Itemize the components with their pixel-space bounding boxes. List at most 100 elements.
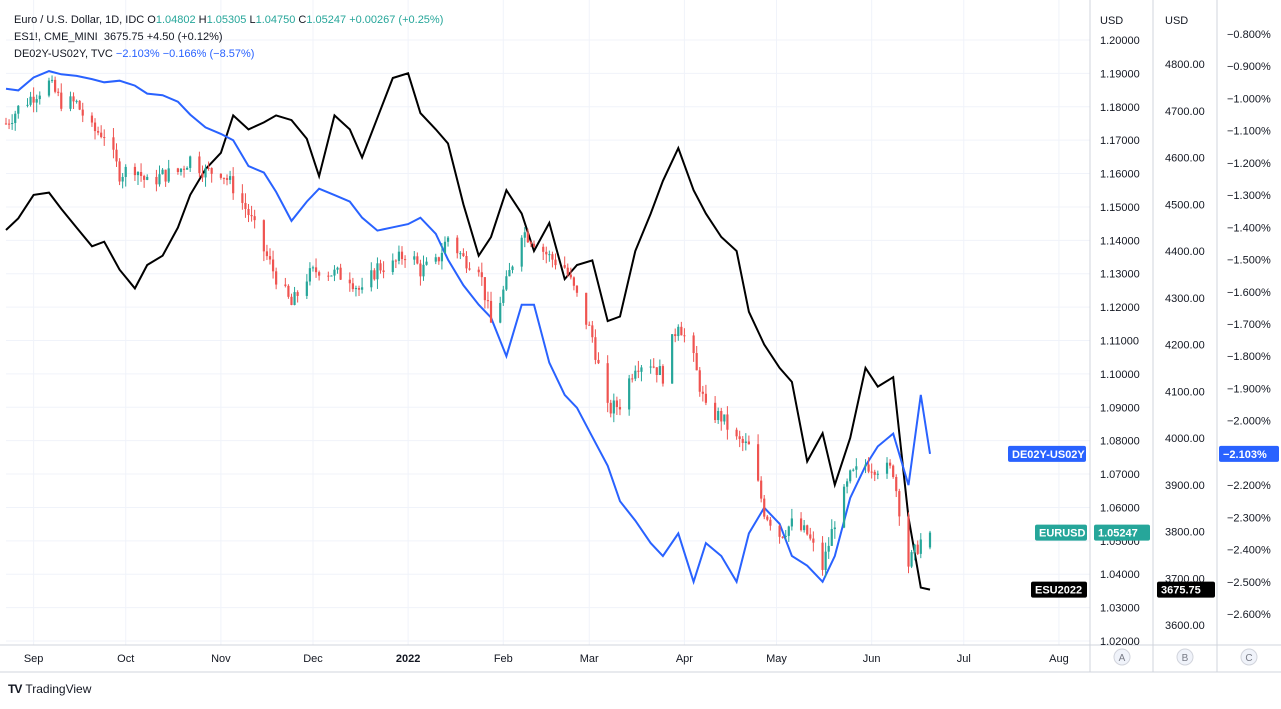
candle <box>618 399 622 416</box>
axis-a-tick-label: 1.16000 <box>1100 169 1140 181</box>
candle-body <box>293 292 296 305</box>
candle <box>760 476 763 503</box>
candle <box>465 251 468 273</box>
candle-body <box>830 529 833 546</box>
candle <box>864 459 867 474</box>
scale-button-b <box>1176 648 1194 666</box>
candle <box>207 161 210 171</box>
axis-b-tick-label: 4100.00 <box>1165 386 1205 398</box>
scale-button-a <box>1113 648 1131 666</box>
candle-body <box>351 283 354 290</box>
candle <box>806 524 809 536</box>
candle-body <box>29 96 32 105</box>
scale-button-label: C <box>1245 653 1252 664</box>
candle-body <box>75 100 78 102</box>
candle <box>919 533 922 559</box>
candle-body <box>827 545 830 552</box>
candle-body <box>554 259 557 266</box>
candle <box>738 430 741 448</box>
axis-a-tick-label: 1.13000 <box>1100 269 1140 281</box>
candle <box>11 114 14 130</box>
candle-body <box>437 257 440 262</box>
axis-c-tick-label: −1.800% <box>1227 351 1271 363</box>
candle-body <box>253 216 256 221</box>
candle <box>532 240 536 248</box>
candle-body <box>189 156 192 168</box>
candle-body <box>569 274 572 278</box>
spread-line-layer <box>5 70 931 586</box>
candle <box>47 77 51 98</box>
candle <box>103 129 106 146</box>
candle-body <box>462 253 465 257</box>
candle-body <box>566 267 569 275</box>
legend-spread-name: DE02Y-US02Y, TVC <box>14 48 113 60</box>
axis-layer: USD USD 1.20000 1.19000 1.18000 1.17000 1.1600… <box>0 0 1281 673</box>
candle-body <box>468 268 471 270</box>
candle <box>293 286 296 306</box>
legend-spread[interactable]: DE02Y-US02Y, TVC −2.103% −0.166% (−8.57%… <box>14 46 443 63</box>
candle-body <box>354 287 358 290</box>
legend-spread-value: −2.103% <box>115 48 160 60</box>
candle <box>554 253 557 270</box>
tradingview-brand[interactable]: TradingView <box>25 682 92 696</box>
spread-line <box>5 70 931 586</box>
candle <box>357 285 361 297</box>
legend-eurusd-l: 1.04750 <box>255 14 296 26</box>
candle-body <box>241 193 244 203</box>
candle-body <box>855 466 858 470</box>
candle-body <box>594 337 597 360</box>
candle <box>287 284 290 299</box>
candle-body <box>339 267 342 280</box>
time-axis-label: Feb <box>494 653 513 665</box>
candle <box>222 177 226 185</box>
candle <box>763 495 766 520</box>
axis-c-tick-label: −0.900% <box>1227 61 1271 73</box>
candle <box>548 250 551 262</box>
axis-c-tick-label: −2.200% <box>1227 480 1271 492</box>
time-axis-label: Mar <box>580 653 599 665</box>
legend-es1[interactable]: ES1!, CME_MINI 3675.75 +4.50 (+0.12%) <box>14 29 443 46</box>
candle <box>787 525 790 542</box>
candle-body <box>327 275 330 277</box>
candle <box>308 262 312 286</box>
candle <box>29 91 32 107</box>
candle-body <box>760 480 763 499</box>
candle <box>339 263 342 280</box>
axis-c-tick-label: −1.900% <box>1227 383 1271 395</box>
candle-body <box>680 326 683 336</box>
candle <box>296 290 299 303</box>
candle <box>520 235 523 272</box>
candle <box>885 457 889 479</box>
candle-body <box>784 535 787 538</box>
candle <box>382 261 385 279</box>
axis-b-tick-label: 4500.00 <box>1165 199 1205 211</box>
time-axis-label: Jul <box>957 653 971 665</box>
candle-body <box>661 366 665 384</box>
candle-body <box>876 473 879 475</box>
candle-body <box>652 366 655 368</box>
candle-body <box>124 166 127 177</box>
tradingview-logo-icon[interactable]: TV <box>8 682 22 696</box>
candle-body <box>17 105 20 114</box>
candle <box>803 519 806 533</box>
candle <box>32 87 35 113</box>
candle-body <box>446 237 450 242</box>
candle-body <box>164 169 167 182</box>
tag-es-name-bg <box>1031 581 1087 598</box>
candle <box>78 99 81 111</box>
legend-eurusd[interactable]: Euro / U.S. Dollar, 1D, IDC O1.04802 H1.… <box>14 12 443 29</box>
candle-body <box>714 402 717 421</box>
axis-a-tick-label: 1.03000 <box>1100 603 1140 615</box>
candle <box>907 512 910 574</box>
es-line <box>5 72 931 591</box>
candle <box>489 291 493 323</box>
candle <box>14 110 17 131</box>
candle-body <box>480 272 483 278</box>
candle-body <box>486 300 490 302</box>
candle-body <box>907 516 910 567</box>
candle <box>827 537 830 559</box>
candle <box>146 174 149 181</box>
candle-body <box>155 176 158 185</box>
candle-body <box>529 242 533 244</box>
candle <box>38 91 41 105</box>
